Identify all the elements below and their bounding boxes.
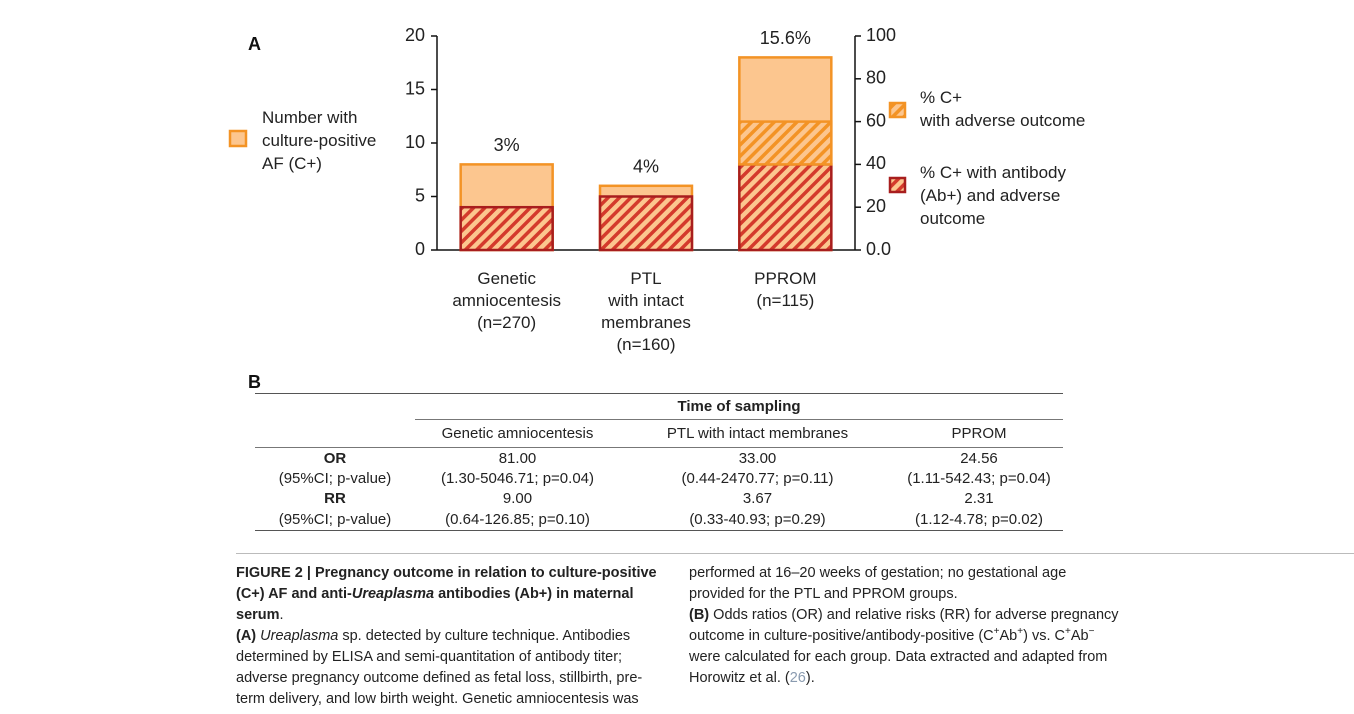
legend-label: % C+ with antibody (Ab+) and adverse out…	[920, 163, 1066, 228]
bar-segment	[598, 195, 694, 252]
bar-segment	[459, 205, 554, 252]
caption-text: Ureaplasma	[260, 628, 339, 644]
column-header: PTL with intact membranes	[620, 419, 895, 448]
bar-annotation: 3%	[494, 135, 520, 155]
table-row: (95%CI; p-value) (1.30-5046.71; p=0.04) (0…	[255, 468, 1063, 488]
caption-text: 26	[789, 670, 806, 686]
caption-text: were calculated for each group. Data ext…	[689, 649, 1108, 686]
caption-text: .	[279, 607, 284, 623]
table-cell: 9.00	[502, 489, 533, 507]
table-cell: (0.44-2470.77; p=0.11)	[681, 469, 834, 487]
x-tick-label: Genetic amniocentesis (n=270)	[452, 269, 561, 332]
y-tick-label: 10	[405, 132, 425, 152]
table-header-row: Genetic amniocentesis PTL with intact mem…	[255, 419, 1063, 448]
y2-tick-label: 80	[866, 68, 886, 88]
caption-text: Ab	[999, 628, 1018, 644]
x-tick-label: PTL with intact membranes (n=160)	[601, 269, 691, 354]
bar-segment	[738, 163, 833, 252]
table-spanner: Time of sampling	[415, 393, 1063, 420]
caption-text: Odds ratios (OR) and relative risks (RR)…	[689, 607, 1119, 644]
y-tick-label: 0	[415, 239, 425, 259]
bar-annotation: 15.6%	[760, 28, 811, 48]
table-cell: 2.31	[964, 489, 994, 507]
table-cell: 81.00	[498, 449, 537, 467]
legend-swatch	[228, 129, 248, 148]
caption-text: antibodies (Ab+) in maternal serum	[236, 586, 634, 623]
row-label: RR	[324, 489, 346, 507]
column-header: Genetic amniocentesis	[415, 419, 620, 448]
table-cell: 33.00	[738, 449, 777, 467]
caption-paragraph: (A) Ureaplasma sp. detected by culture t…	[236, 563, 1120, 710]
table-row: Time of sampling	[255, 393, 1063, 420]
x-tick-label: PPROM (n=115)	[754, 269, 817, 310]
bar-segment	[738, 120, 833, 166]
caption-text: FIGURE 2 | Pregnancy outcome in relation…	[236, 565, 657, 602]
legend-label: % C+ with adverse outcome	[920, 88, 1086, 130]
caption-text: +	[1017, 626, 1024, 638]
caption-paragraph: FIGURE 2 | Pregnancy outcome in relation…	[236, 563, 667, 626]
table-cell: 3.67	[742, 489, 773, 507]
table-cell: (0.33-40.93; p=0.29)	[620, 508, 895, 531]
caption-text: ) vs. C	[1023, 628, 1065, 644]
caption-rule	[236, 553, 1354, 554]
y2-tick-label: 60	[866, 110, 886, 130]
legend-swatch	[888, 101, 907, 119]
table-row: (95%CI; p-value) (0.64-126.85; p=0.10) (0.…	[255, 508, 1063, 531]
y2-tick-label: 20	[866, 196, 886, 216]
row-label: OR	[323, 449, 347, 467]
figure-caption: FIGURE 2 | Pregnancy outcome in relation…	[236, 563, 1120, 710]
caption-text: sp. detected by culture technique. Antib…	[236, 565, 1067, 707]
table-cell: (1.30-5046.71; p=0.04)	[440, 469, 595, 487]
table-cell: (1.12-4.78; p=0.02)	[895, 508, 1063, 531]
bar-annotation: 4%	[633, 157, 659, 177]
caption-text: Ab	[1070, 628, 1089, 644]
caption-text: Ureaplasma	[351, 586, 435, 602]
legend-swatch	[888, 176, 907, 194]
table-row: OR 81.00 33.00 24.56	[255, 448, 1063, 469]
y-tick-label: 20	[405, 25, 425, 45]
table-cell: (1.11-542.43; p=0.04)	[907, 469, 1051, 487]
caption-text: ).	[805, 670, 815, 686]
row-label: (95%CI; p-value)	[278, 469, 392, 487]
table-cell	[255, 393, 415, 420]
panel-label: A	[248, 34, 261, 54]
y2-tick-label: 40	[866, 153, 886, 173]
caption-text: +	[1064, 626, 1071, 638]
table-cell	[255, 419, 415, 448]
caption-text: (A)	[236, 628, 261, 644]
table-cell: (0.64-126.85; p=0.10)	[415, 508, 620, 531]
caption-text: (B)	[689, 607, 710, 623]
row-label: (95%CI; p-value)	[255, 508, 415, 531]
caption-text: −	[1088, 626, 1095, 638]
y-tick-label: 15	[405, 78, 425, 98]
y-tick-label: 5	[415, 185, 425, 205]
panel-label: B	[248, 372, 261, 392]
table-cell: 24.56	[960, 449, 998, 467]
chart: 0 5 10 15 20 0.0 20 40 60 80 100 3% 4% 15.6%	[228, 25, 907, 259]
legend-label: Number with culture-positive AF (C+)	[262, 108, 377, 173]
column-header: PPROM	[895, 419, 1063, 448]
y2-tick-label: 0.0	[866, 239, 891, 259]
caption-paragraph: (B) Odds ratios (OR) and relative risks …	[689, 605, 1120, 689]
y2-tick-label: 100	[866, 25, 896, 45]
results-table: Time of sampling Genetic amniocentesis PTL…	[255, 393, 1063, 531]
table-row: RR 9.00 3.67 2.31	[255, 488, 1063, 508]
caption-text: +	[993, 626, 1000, 638]
